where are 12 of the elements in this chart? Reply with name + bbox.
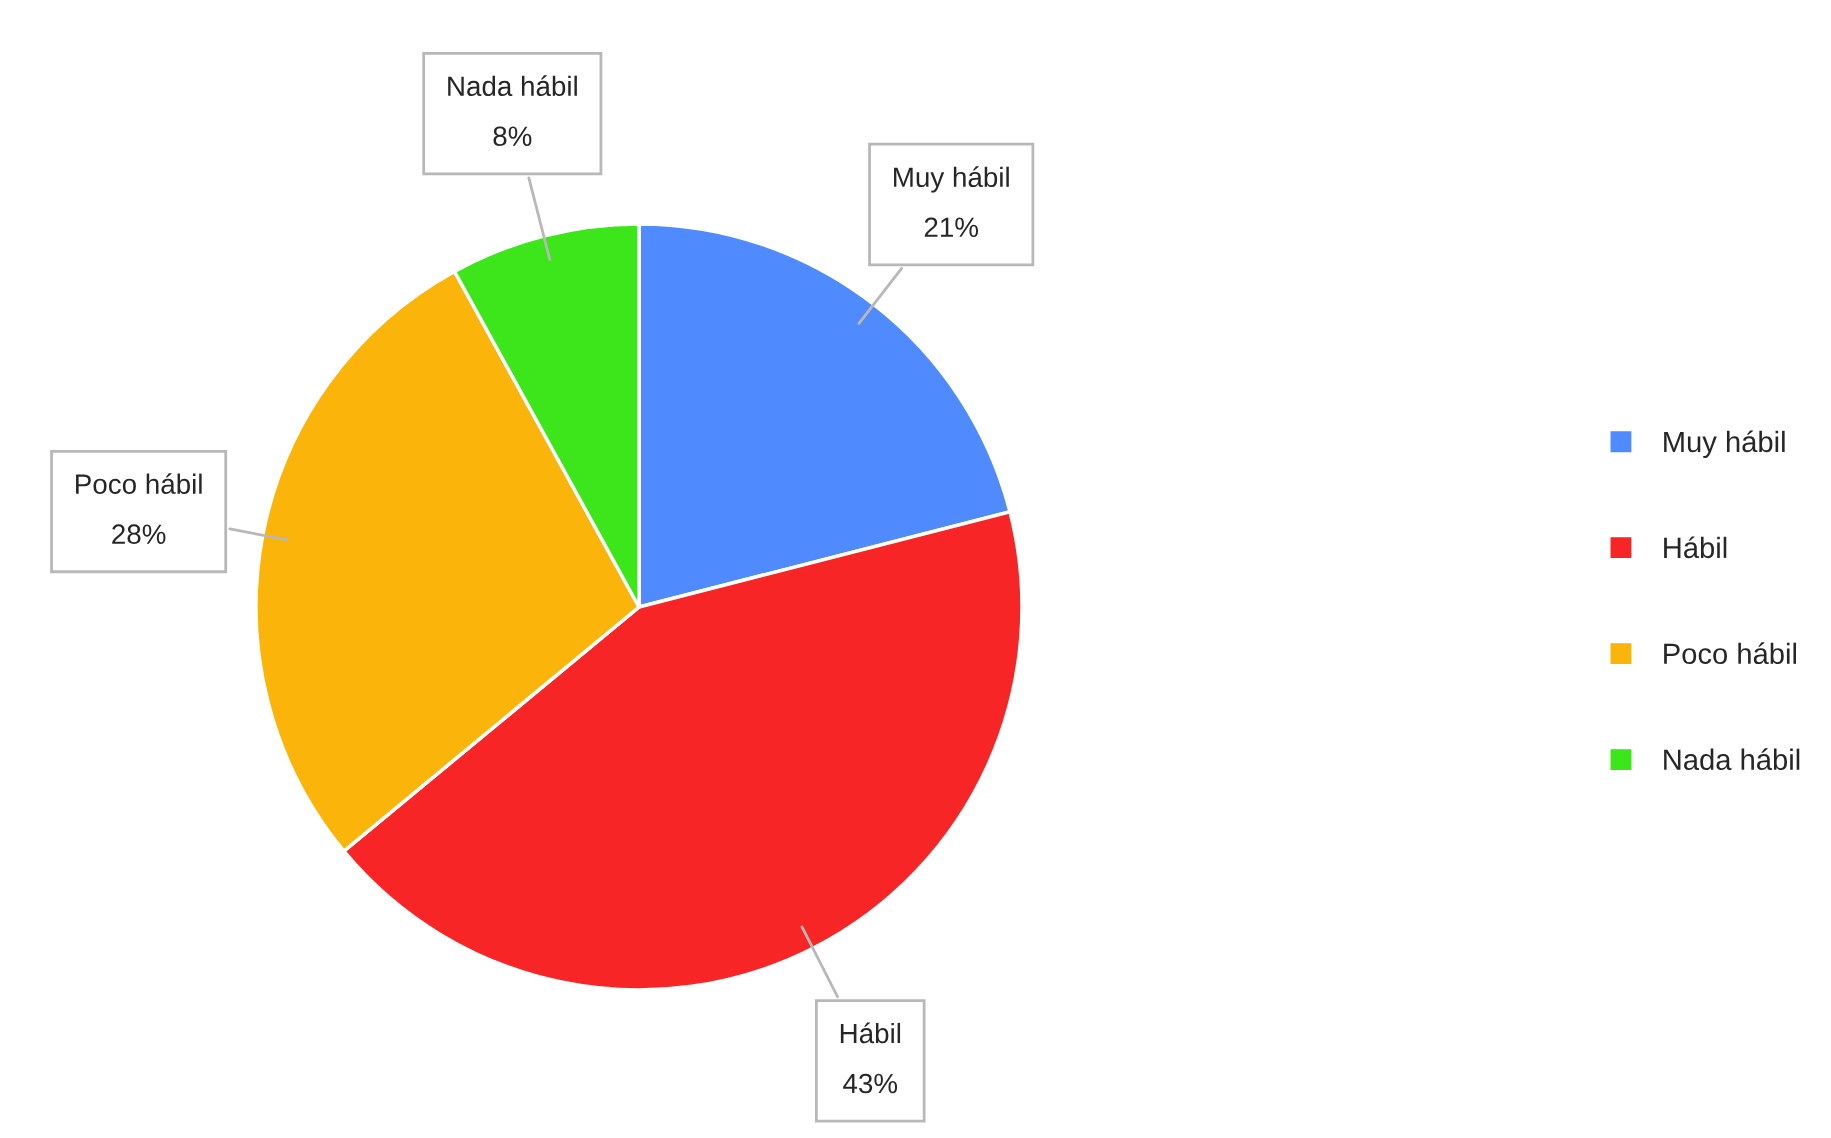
data-label: 8%	[493, 126, 532, 147]
legend-label: Nada hábil	[1664, 748, 1800, 771]
category-label: Nada hábil	[448, 75, 577, 97]
slice-label: Hábil	[840, 1022, 901, 1044]
slice-label: Muy hábil	[894, 166, 1009, 193]
data-label: 21%	[924, 217, 979, 238]
slice-label: Poco hábil	[76, 473, 202, 494]
data-label: 28%	[112, 524, 166, 545]
legend-label: Muy hábil	[1664, 430, 1785, 458]
data-label: 43%	[843, 1073, 898, 1094]
legend-label: Poco hábil	[1664, 642, 1797, 665]
legend-label: Hábil	[1664, 536, 1727, 559]
